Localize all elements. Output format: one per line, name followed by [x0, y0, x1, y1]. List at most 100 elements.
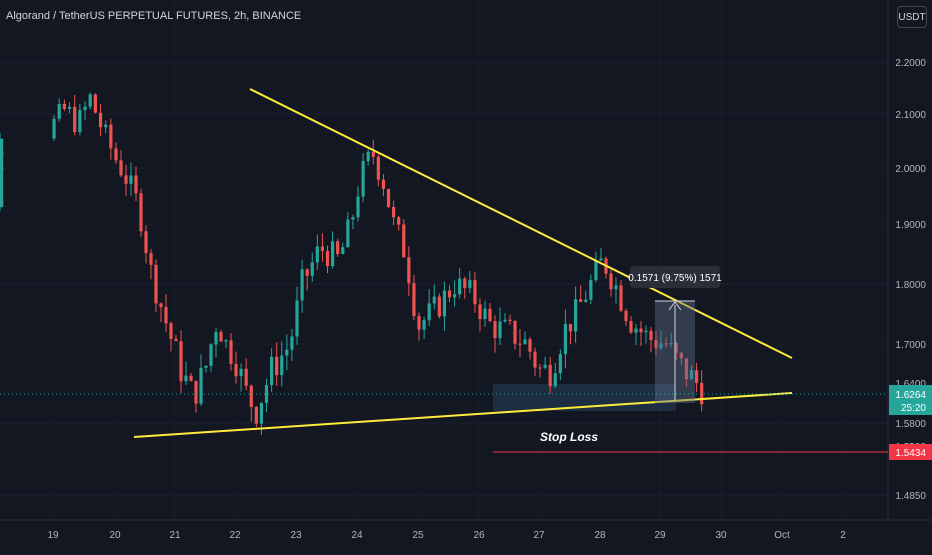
- candle-body: [371, 151, 375, 157]
- candle-body: [513, 321, 517, 344]
- candle-body: [649, 330, 653, 341]
- candle-body: [609, 273, 613, 290]
- candle-body: [0, 138, 4, 148]
- candle-body: [270, 356, 274, 386]
- candle-body: [88, 94, 92, 107]
- candle-body: [624, 310, 628, 322]
- y-tick-label: 2.0000: [895, 164, 926, 175]
- candle-body: [0, 167, 4, 184]
- candle-body: [109, 124, 113, 149]
- descending-trendline[interactable]: [249, 88, 793, 359]
- candle-body: [381, 179, 386, 189]
- candle-body: [402, 224, 406, 258]
- candle-body: [695, 370, 699, 383]
- candle-body: [397, 217, 401, 225]
- candle-body: [654, 340, 658, 349]
- stop-loss-annotation: Stop Loss: [540, 430, 598, 444]
- candle-body: [427, 303, 431, 321]
- candle-body: [639, 328, 643, 333]
- candle-body: [664, 343, 668, 345]
- candle-body: [189, 375, 193, 381]
- labels-layer: 0.1571 (9.75%) 1571 Stop Loss 1.6264 25:20 1…: [540, 266, 932, 460]
- candle-body: [67, 106, 72, 109]
- x-tick-label: 27: [533, 530, 545, 541]
- x-tick-label: 19: [47, 530, 59, 541]
- y-tick-label: 1.8000: [895, 280, 926, 291]
- candle-body: [254, 406, 258, 424]
- x-tick-label: 26: [473, 530, 485, 541]
- candle-body: [229, 340, 233, 364]
- y-tick-label: 2.1000: [895, 110, 926, 121]
- last-price-badge: [889, 385, 932, 415]
- candle-body: [548, 364, 552, 387]
- candle-body: [264, 385, 269, 403]
- candle-body: [679, 352, 683, 359]
- candle-body: [478, 304, 482, 319]
- stop-price-badge: [889, 444, 932, 460]
- candle-body: [114, 148, 118, 161]
- candle-body: [174, 338, 178, 342]
- candle-body: [483, 308, 487, 319]
- candle-body: [62, 103, 66, 109]
- x-tick-label: 23: [290, 530, 302, 541]
- candle-body: [336, 241, 340, 255]
- candle-body: [98, 112, 103, 128]
- candle-body: [533, 351, 537, 368]
- candle-body: [538, 367, 542, 369]
- candle-body: [468, 280, 472, 289]
- candle-body: [376, 156, 380, 180]
- candle-body: [674, 343, 678, 353]
- currency-button[interactable]: USDT: [897, 6, 927, 28]
- x-tick-label: 30: [715, 530, 727, 541]
- candle-body: [219, 332, 223, 342]
- y-tick-label: 1.9000: [895, 220, 926, 231]
- candle-body: [179, 341, 183, 382]
- candle-body: [351, 217, 355, 220]
- candle-body: [634, 328, 638, 333]
- candle-body: [194, 380, 198, 404]
- candle-body: [432, 296, 436, 304]
- x-tick-label: 25: [412, 530, 424, 541]
- candle-body: [104, 124, 108, 128]
- candle-body: [568, 323, 573, 332]
- measure-label-box: [630, 266, 720, 288]
- candle-body: [553, 373, 557, 387]
- candle-body: [57, 103, 61, 119]
- candle-body: [0, 200, 4, 202]
- candle-body: [129, 175, 133, 184]
- candle-body: [159, 303, 163, 308]
- candle-body: [0, 147, 4, 157]
- candle-body: [579, 299, 583, 302]
- candle-body: [361, 161, 365, 197]
- candle-body: [407, 257, 411, 284]
- x-tick-label: 21: [169, 530, 181, 541]
- bar-countdown: 25:20: [901, 403, 926, 414]
- candle-body: [315, 246, 319, 263]
- candle-body: [614, 285, 618, 290]
- candle-body: [93, 94, 97, 113]
- candle-body: [366, 151, 370, 162]
- measure-arrow-head: [668, 301, 682, 311]
- candle-body: [498, 321, 502, 339]
- candle-body: [300, 269, 304, 301]
- candle-body: [290, 336, 294, 350]
- chart-title: Algorand / TetherUS PERPETUAL FUTURES, 2…: [6, 10, 302, 22]
- candle-body: [295, 300, 299, 337]
- candle-body: [584, 299, 588, 302]
- candle-body: [305, 269, 309, 276]
- ascending-trendline[interactable]: [133, 392, 793, 438]
- candle-body: [154, 264, 158, 304]
- candle-body: [0, 201, 4, 208]
- drawings-layer[interactable]: [0, 88, 888, 453]
- candle-body: [488, 308, 492, 322]
- time-axis[interactable]: 19 20 21 22 23 24 25 26 27 28 29 30 Oct 2: [47, 0, 846, 541]
- candle-body: [331, 241, 335, 267]
- candle-body: [149, 253, 153, 265]
- candle-body: [563, 323, 568, 355]
- candle-body: [259, 402, 264, 424]
- y-tick-label: 2.2000: [895, 58, 926, 69]
- x-tick-label: 24: [351, 530, 363, 541]
- candle-body: [244, 368, 248, 386]
